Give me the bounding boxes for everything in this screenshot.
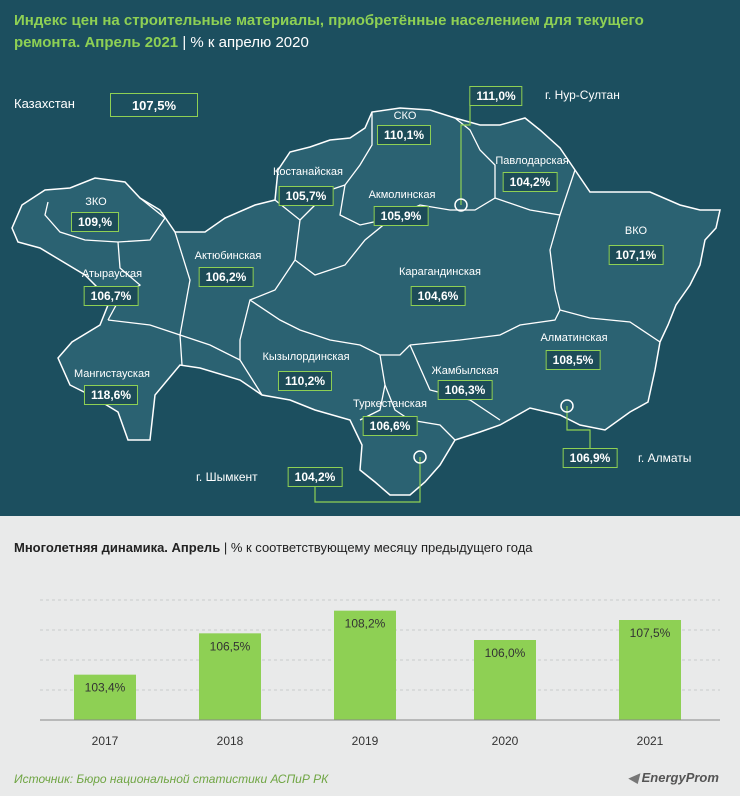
city-value-almaty: 106,9%	[562, 448, 618, 468]
city-value-shymkent: 104,2%	[287, 467, 343, 487]
bar-2021	[619, 620, 681, 720]
region-value-zko: 109,%	[70, 212, 120, 232]
region-name-vko: ВКО	[624, 225, 648, 237]
source-note: Источник: Бюро национальной статистики А…	[14, 772, 329, 786]
bar-2019	[334, 610, 396, 720]
region-name-zhambyl: Жамбылская	[431, 365, 499, 377]
logo-icon: ◀	[628, 770, 638, 785]
region-name-pavlodar: Павлодарская	[495, 155, 569, 167]
nur-sultan-marker	[454, 198, 468, 212]
region-value-sko: 110,1%	[376, 125, 432, 145]
energyprom-logo: ◀ EnergyProm	[628, 770, 719, 785]
region-value-pavlodar: 104,2%	[502, 172, 558, 192]
city-name-almaty: г. Алматы	[638, 451, 692, 465]
region-value-karaganda: 104,6%	[410, 286, 466, 306]
bar-label-2019: 108,2%	[345, 617, 386, 631]
bar-label-2021: 107,5%	[630, 626, 671, 640]
region-value-kyzylorda: 110,2%	[277, 371, 333, 391]
x-tick-2020: 2020	[492, 734, 519, 748]
region-name-almaty-region: Алматинская	[540, 332, 608, 344]
x-tick-2021: 2021	[637, 734, 664, 748]
region-name-mangystau: Мангистауская	[73, 368, 151, 380]
region-value-almaty-region: 108,5%	[545, 350, 601, 370]
region-name-zko: ЗКО	[85, 196, 107, 208]
kazakhstan-label: Казахстан	[14, 96, 75, 111]
region-name-karaganda: Карагандинская	[399, 266, 481, 278]
x-tick-2017: 2017	[92, 734, 119, 748]
bar-2018	[199, 633, 261, 720]
bar-2017	[74, 674, 136, 720]
region-value-atyrau: 106,7%	[83, 286, 139, 306]
kazakhstan-map	[11, 97, 721, 503]
region-name-sko: СКО	[393, 110, 417, 122]
city-name-nur-sultan: г. Нур-Султан	[545, 88, 620, 102]
bar-label-2017: 103,4%	[85, 681, 126, 695]
region-name-kyzylorda: Кызылординская	[262, 351, 350, 363]
region-name-turkestan: Туркестанская	[353, 398, 427, 410]
region-value-mangystau: 118,6%	[83, 385, 139, 405]
x-tick-2019: 2019	[352, 734, 379, 748]
region-value-aktobe: 106,2%	[198, 267, 254, 287]
region-name-akmola: Акмолинская	[368, 189, 436, 201]
region-name-atyrau: Атырауская	[81, 268, 143, 280]
leader-shymkent	[314, 457, 421, 503]
bar-label-2020: 106,0%	[485, 646, 526, 660]
city-value-nur-sultan: 111,0%	[469, 86, 523, 106]
shymkent-marker	[413, 450, 427, 464]
region-name-kostanay: Костанайская	[272, 166, 344, 178]
region-value-turkestan: 106,6%	[362, 416, 418, 436]
x-tick-2018: 2018	[217, 734, 244, 748]
region-value-zhambyl: 106,3%	[437, 380, 493, 400]
region-value-vko: 107,1%	[608, 245, 664, 265]
city-name-shymkent: г. Шымкент	[196, 470, 258, 484]
almaty-marker	[560, 399, 574, 413]
region-value-kostanay: 105,7%	[278, 186, 334, 206]
kazakhstan-value: 107,5%	[110, 93, 198, 117]
bar-label-2018: 106,5%	[210, 639, 251, 653]
region-value-akmola: 105,9%	[373, 206, 429, 226]
page-title: Индекс цен на строительные материалы, пр…	[14, 12, 644, 51]
bar-2020	[474, 640, 536, 720]
region-name-aktobe: Актюбинская	[194, 250, 262, 262]
chart-title: Многолетняя динамика. Апрель | % к соотв…	[14, 540, 533, 555]
